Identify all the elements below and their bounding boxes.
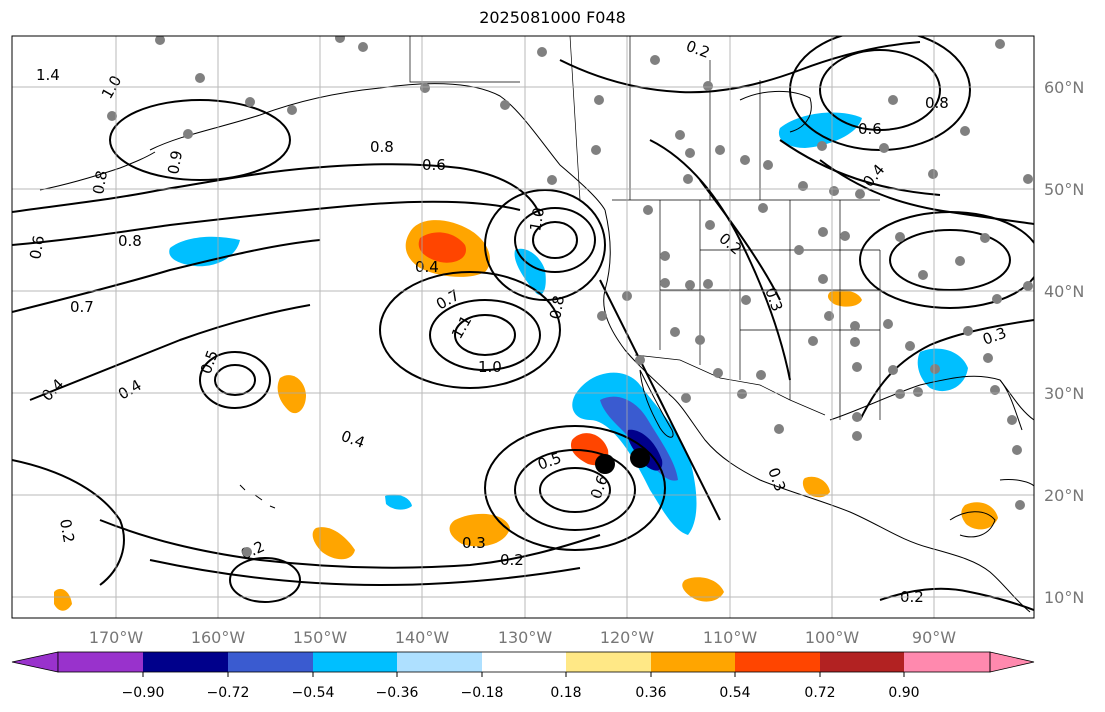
lon-tick-label: 140°W [395, 628, 450, 647]
contours [12, 36, 1034, 611]
lat-tick-label: 20°N [1044, 486, 1084, 505]
colorbar-bin [820, 652, 904, 672]
aleutians [39, 151, 156, 191]
lat-tick-label: 50°N [1044, 180, 1084, 199]
contour-label: 1.0 [478, 358, 502, 376]
hawaii [239, 484, 276, 509]
colorbar-bin [904, 652, 990, 672]
colorbar-tick-label: 0.54 [719, 685, 750, 701]
lon-tick-label: 110°W [703, 628, 758, 647]
storm-marker [595, 454, 615, 474]
us-state-lines [659, 200, 881, 420]
colorbar-bin [735, 652, 820, 672]
colorbar: −0.90 −0.72 −0.54 −0.36 −0.18 0.18 0.36 … [11, 651, 1035, 701]
colorbar-tick-label: −0.36 [376, 685, 419, 701]
lat-tick-label: 40°N [1044, 282, 1084, 301]
contour-label: 0.4 [415, 258, 439, 276]
contour-label: 0.6 [26, 234, 48, 261]
map-panel: 1.4 1.0 0.8 0.6 0.8 0.7 0.4 0.4 0.4 1.0 … [12, 36, 1034, 618]
colorbar-bin [482, 652, 566, 672]
storm-marker [630, 448, 650, 468]
lon-tick-label: 100°W [805, 628, 860, 647]
colorbar-tick-label: 0.90 [888, 685, 919, 701]
longitude-axis: 170°W 160°W 150°W 140°W 130°W 120°W 110°… [89, 628, 956, 647]
lon-tick-label: 120°W [600, 628, 655, 647]
colorbar-bin [651, 652, 735, 672]
contour-label: 0.7 [70, 298, 94, 316]
colorbar-over-triangle [989, 651, 1035, 673]
cuba [999, 479, 1034, 487]
colorbar-tick-label: −0.90 [122, 685, 165, 701]
alaska-border [409, 36, 520, 83]
contour-label: 0.8 [118, 232, 142, 250]
central-america [929, 547, 1031, 613]
lon-tick-label: 150°W [293, 628, 348, 647]
borders [409, 36, 881, 420]
lon-tick-label: 130°W [498, 628, 553, 647]
colorbar-bin [228, 652, 313, 672]
contour-label: 0.2 [500, 551, 524, 569]
chart-title: 2025081000 F048 [479, 8, 626, 27]
us-mexico-border [634, 354, 826, 416]
contour-label: 0.6 [858, 120, 882, 138]
colorbar-bin [397, 652, 482, 672]
baja-california [639, 369, 674, 438]
latitude-axis: 60°N 50°N 40°N 30°N 20°N 10°N [1044, 78, 1084, 607]
lon-tick-label: 90°W [912, 628, 956, 647]
colorbar-bin [143, 652, 228, 672]
colorbar-bin [58, 652, 143, 672]
gridlines [12, 36, 1034, 618]
colorbar-tick-label: −0.72 [207, 685, 250, 701]
colorbar-tick-label: −0.18 [461, 685, 504, 701]
florida [999, 379, 1023, 431]
contour-label: 1.4 [36, 66, 60, 84]
contour-label: 0.8 [370, 138, 394, 156]
contour-label: 0.8 [546, 294, 568, 321]
colorbar-bin [313, 652, 397, 672]
lat-tick-label: 60°N [1044, 78, 1084, 97]
contour-label: 0.2 [56, 518, 78, 545]
colorbar-under-triangle [11, 651, 59, 673]
gulf-coast [829, 375, 1034, 421]
contour-label: 0.3 [462, 534, 486, 552]
map-frame [11, 35, 1035, 619]
yucatan [949, 511, 996, 538]
contour-label: 0.9 [164, 149, 186, 176]
hudson-bay [739, 90, 812, 133]
canada-province-lines [569, 36, 761, 201]
colorbar-tick-label: −0.54 [292, 685, 335, 701]
contour-label: 0.8 [925, 94, 949, 112]
station-dots [107, 36, 1033, 557]
colorbar-bin [566, 652, 651, 672]
colorbar-tick-label: 0.18 [550, 685, 581, 701]
lon-tick-label: 160°W [191, 628, 246, 647]
lat-tick-label: 30°N [1044, 384, 1084, 403]
lat-tick-label: 10°N [1044, 588, 1084, 607]
contour-label: 1.0 [526, 206, 548, 233]
contour-label: 0.6 [422, 156, 446, 174]
lon-tick-label: 170°W [89, 628, 144, 647]
colorbar-tick-label: 0.72 [804, 685, 835, 701]
colorbar-tick-label: 0.36 [635, 685, 666, 701]
